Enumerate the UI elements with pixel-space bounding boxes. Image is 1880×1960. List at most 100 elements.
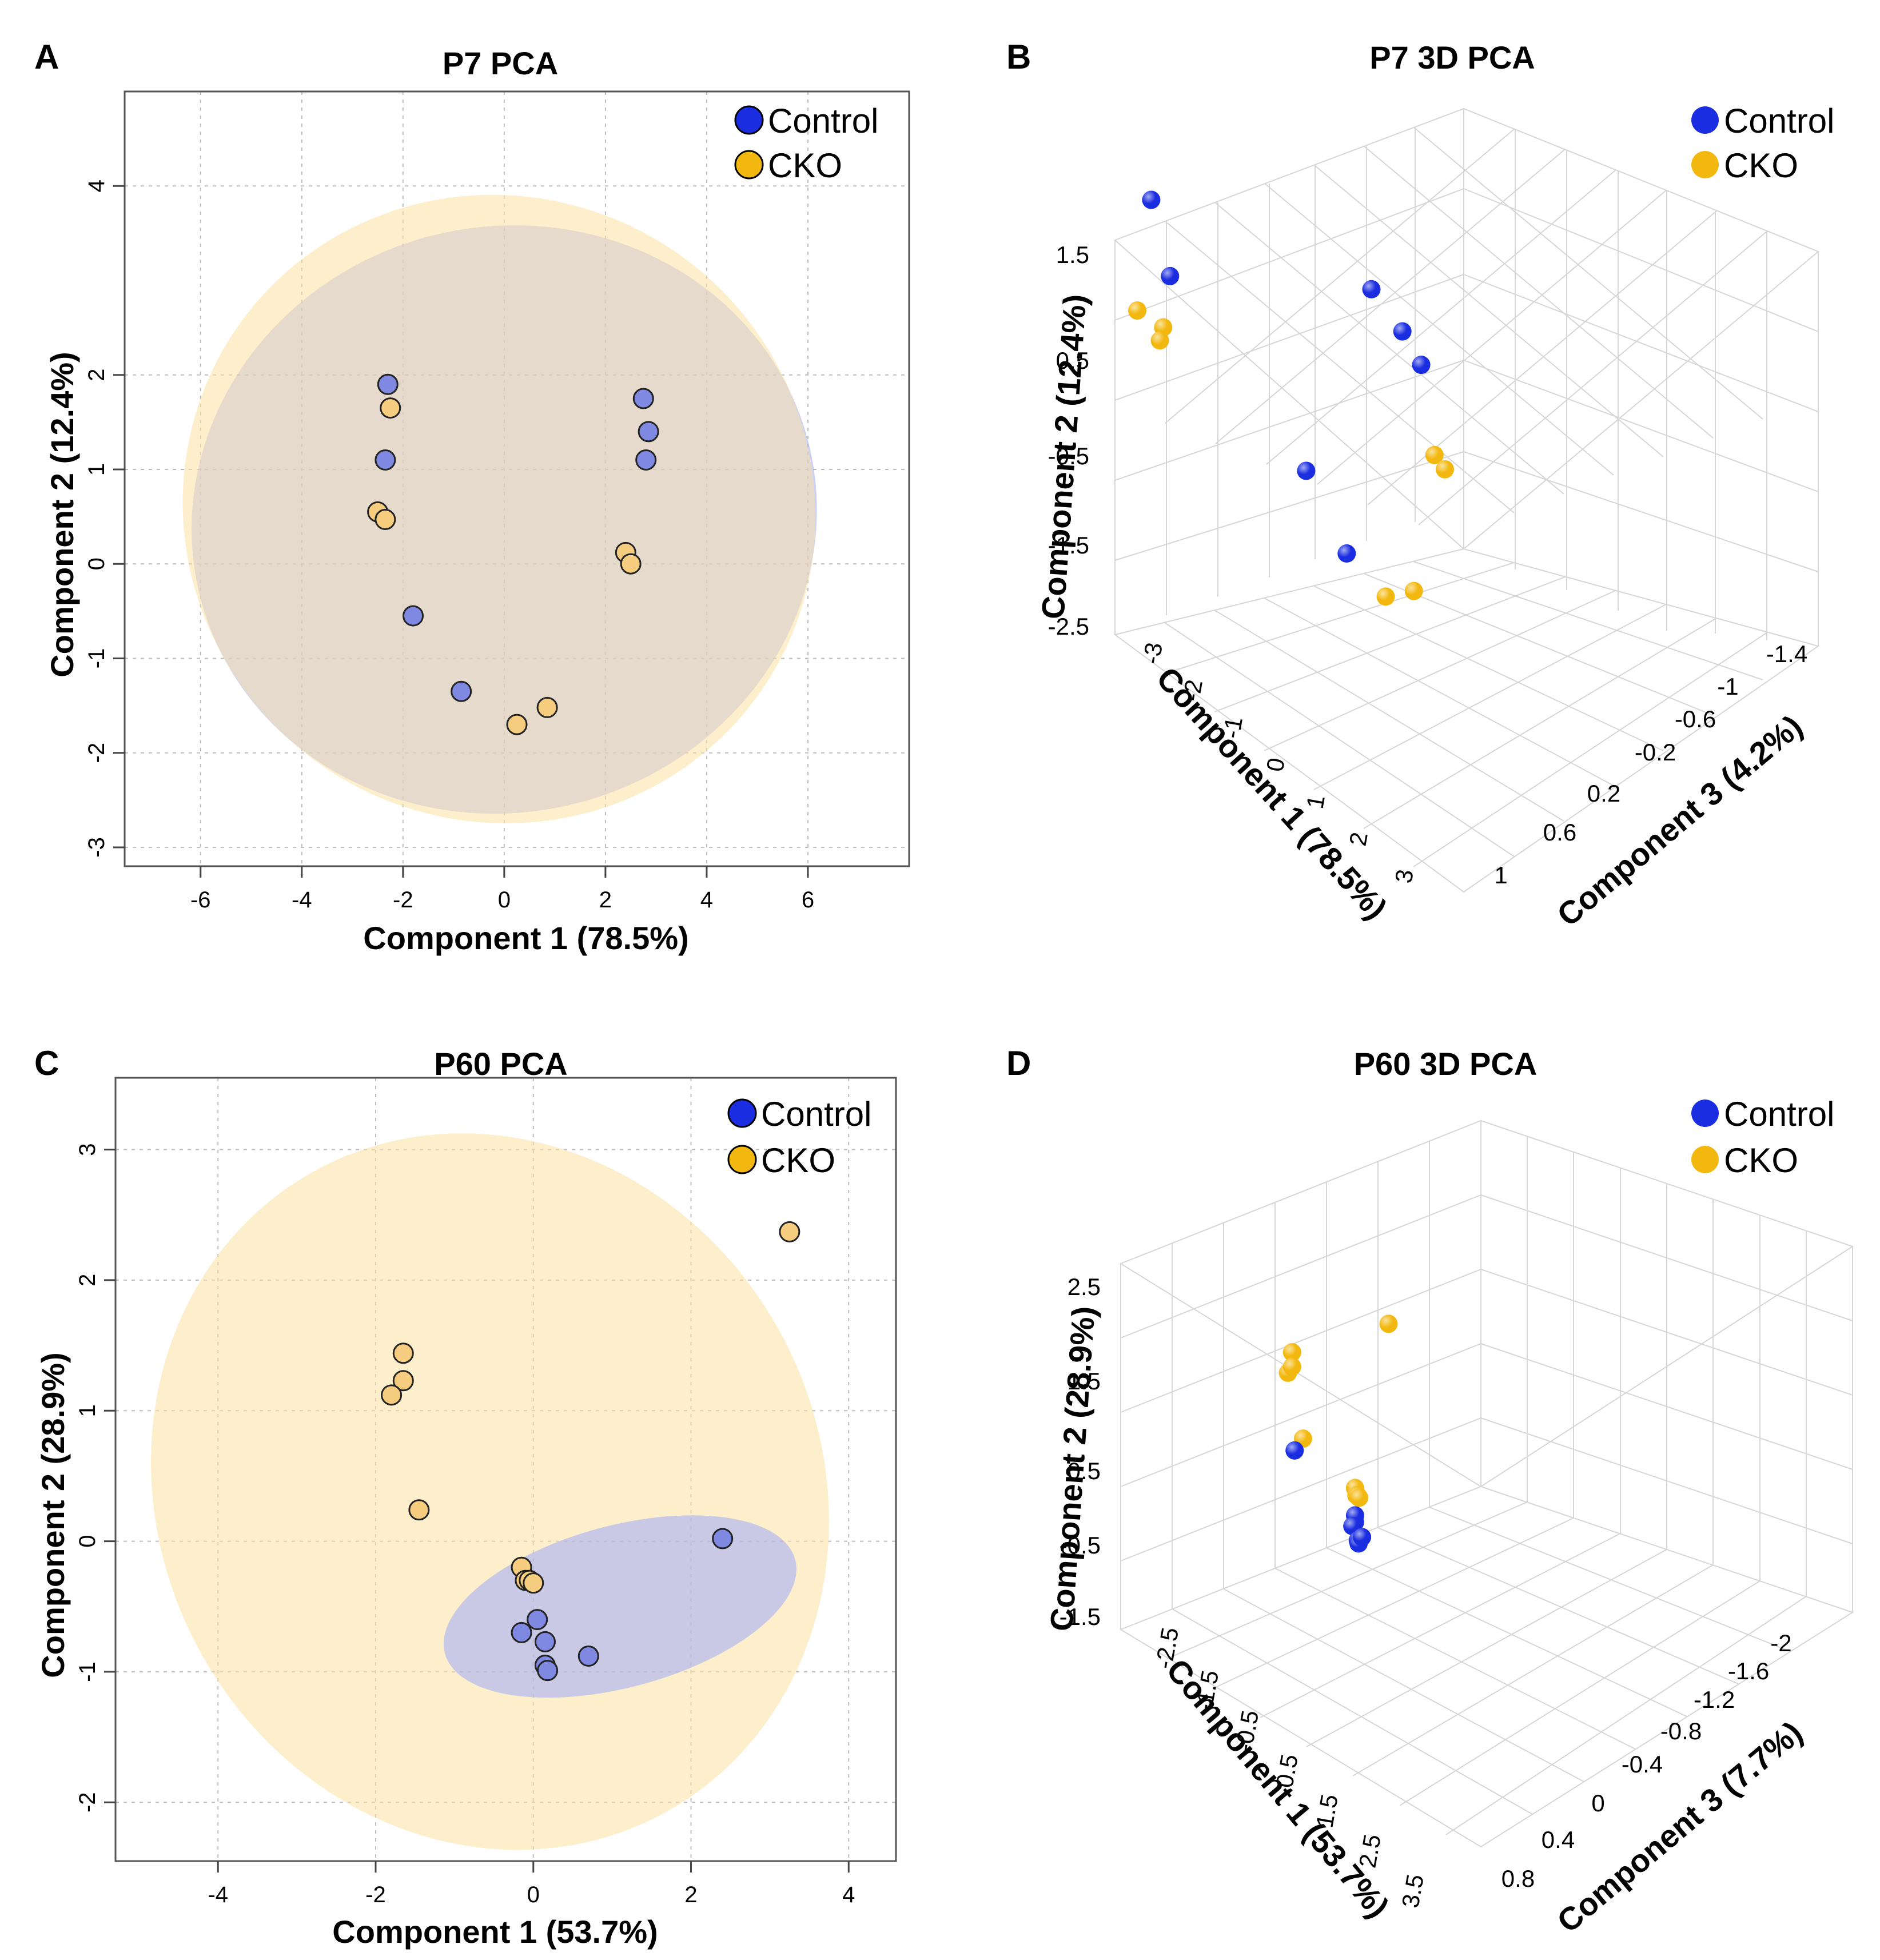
z-tick-d: -2 bbox=[1770, 1630, 1791, 1656]
point3d-control bbox=[1142, 190, 1161, 209]
point-control bbox=[537, 1660, 559, 1682]
legend-label-control-b: Control bbox=[1724, 102, 1834, 140]
y-tick-b: -1.5 bbox=[1048, 532, 1089, 559]
ellipse-control bbox=[443, 1515, 796, 1698]
point-control bbox=[511, 1622, 532, 1643]
points-3d-d bbox=[1278, 1314, 1398, 1553]
point3d-cko bbox=[1436, 460, 1454, 479]
point-control bbox=[527, 1609, 548, 1631]
point3d-control bbox=[1297, 461, 1316, 480]
x-tick-label: 0 bbox=[527, 1882, 540, 1907]
x-ticks-d: -2.5 -1.5 -0.5 0.5 1.5 2.5 3.5 bbox=[1150, 1626, 1429, 1910]
x-tick-label: -6 bbox=[190, 887, 211, 913]
y-tick-label: 3 bbox=[75, 1143, 100, 1156]
point-control bbox=[577, 1646, 599, 1667]
panel-c-p60-pca: C P60 PCA -4 -2 0 2 4 -2 -1 0 1 2 3 Component 1 (5… bbox=[34, 1044, 897, 1950]
panel-label-d: D bbox=[1006, 1044, 1031, 1082]
panel-label-c: C bbox=[34, 1044, 59, 1082]
z-tick-d: -0.8 bbox=[1660, 1718, 1702, 1744]
legend-label-cko-d: CKO bbox=[1724, 1141, 1798, 1180]
points-3d-b bbox=[1128, 190, 1454, 606]
legend-a: Control CKO bbox=[734, 102, 878, 185]
confidence-ellipses bbox=[182, 194, 817, 823]
confidence-ellipses bbox=[151, 1133, 829, 1850]
legend-marker-cko-c bbox=[727, 1145, 757, 1174]
x-tick-label: 6 bbox=[802, 887, 814, 913]
point3d-cko bbox=[1425, 445, 1444, 464]
chart-title-c: P60 PCA bbox=[434, 1046, 567, 1082]
y-tick-label: 2 bbox=[75, 1274, 100, 1286]
box-3d-d bbox=[1119, 1120, 1854, 1848]
legend-marker-control-a bbox=[734, 105, 764, 135]
point3d-cko bbox=[1379, 1314, 1398, 1333]
chart-title-a: P7 PCA bbox=[443, 45, 558, 81]
z-tick-b: 0.6 bbox=[1543, 819, 1576, 846]
plot-frame bbox=[124, 90, 910, 867]
box-3d-b bbox=[1113, 107, 1820, 893]
z-tick-d: 0.8 bbox=[1501, 1865, 1535, 1892]
z-tick-b: 1 bbox=[1494, 862, 1507, 889]
legend-label-control-d: Control bbox=[1724, 1095, 1834, 1133]
floor-grid-3d-d bbox=[1166, 1501, 1807, 1835]
y-tick-label: -1 bbox=[84, 648, 109, 669]
point-control bbox=[377, 373, 399, 395]
y-tick-label: -2 bbox=[75, 1792, 100, 1812]
panel-label-a: A bbox=[34, 38, 59, 76]
x-tick-d: 2.5 bbox=[1354, 1832, 1386, 1870]
panel-label-b: B bbox=[1006, 38, 1031, 76]
panel-d-p60-3d-pca: D P60 3D PCA bbox=[1006, 1044, 1854, 1939]
x-tick-label: 0 bbox=[498, 887, 511, 913]
x-tick-b: -1 bbox=[1217, 715, 1248, 740]
point3d-control bbox=[1337, 544, 1356, 563]
plot-area-a: -6 -4 -2 0 2 4 6 -3 -2 -1 0 1 2 4 bbox=[84, 90, 910, 913]
legend-label-cko-a: CKO bbox=[768, 146, 842, 185]
point-control bbox=[712, 1528, 734, 1549]
z-tick-d: -1.2 bbox=[1694, 1686, 1735, 1713]
z-tick-d: -0.4 bbox=[1622, 1751, 1663, 1778]
y-tick-d: 2.5 bbox=[1068, 1273, 1101, 1300]
x-tick-d: 1.5 bbox=[1311, 1792, 1343, 1830]
point3d-control bbox=[1353, 1528, 1372, 1547]
y-tick-b: -0.5 bbox=[1048, 443, 1089, 469]
z-tick-d: 0.4 bbox=[1542, 1826, 1575, 1853]
data-points bbox=[381, 1221, 800, 1682]
point-cko bbox=[523, 1572, 544, 1594]
legend-label-cko-b: CKO bbox=[1724, 146, 1798, 185]
legend-label-control-c: Control bbox=[761, 1095, 871, 1133]
point3d-control bbox=[1412, 356, 1431, 375]
point-cko bbox=[375, 509, 396, 531]
z-ticks-d: -2 -1.6 -1.2 -0.8 -0.4 0 0.4 0.8 bbox=[1501, 1630, 1792, 1892]
point-cko bbox=[381, 1384, 403, 1406]
data-points bbox=[367, 373, 659, 735]
point-cko bbox=[779, 1221, 800, 1242]
point-control bbox=[403, 605, 424, 627]
point-control bbox=[375, 449, 396, 471]
x-tick-label: -4 bbox=[292, 887, 312, 913]
y-tick-label: 2 bbox=[84, 369, 109, 381]
y-tick-label: 1 bbox=[84, 463, 109, 476]
legend-b: Control CKO bbox=[1691, 102, 1834, 185]
point3d-cko bbox=[1404, 581, 1423, 600]
point-control bbox=[632, 388, 654, 409]
y-tick-b: 0.5 bbox=[1056, 347, 1089, 374]
x-tick-b: -2 bbox=[1177, 678, 1208, 703]
gridlines-3d-d bbox=[1120, 1121, 1853, 1630]
x-tick-d: 3.5 bbox=[1397, 1873, 1429, 1910]
point-cko bbox=[506, 714, 528, 735]
y-tick-d: -1.5 bbox=[1060, 1603, 1101, 1630]
point3d-control bbox=[1393, 322, 1412, 341]
point3d-control bbox=[1362, 280, 1381, 298]
x-tick-label: -2 bbox=[393, 887, 413, 913]
point-cko bbox=[392, 1342, 414, 1364]
y-tick-b: 1.5 bbox=[1056, 241, 1089, 268]
y-tick-label: -1 bbox=[75, 1662, 100, 1682]
chart-title-d: P60 3D PCA bbox=[1354, 1046, 1538, 1082]
y-tick-label: 0 bbox=[75, 1535, 100, 1547]
legend-marker-control-d bbox=[1691, 1099, 1719, 1127]
chart-title-b: P7 3D PCA bbox=[1369, 39, 1535, 75]
legend-marker-control-b bbox=[1691, 106, 1719, 134]
point3d-cko bbox=[1128, 301, 1146, 320]
y-tick-label: -2 bbox=[84, 743, 109, 763]
point-cko bbox=[536, 696, 558, 718]
